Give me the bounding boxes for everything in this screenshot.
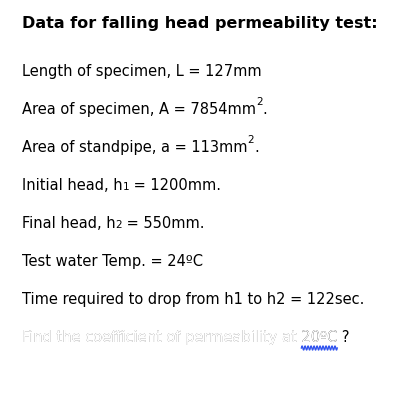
Text: = 550mm.: = 550mm.: [122, 216, 205, 231]
Text: Data for falling head permeability test:: Data for falling head permeability test:: [22, 16, 378, 31]
Text: 2: 2: [116, 220, 122, 230]
Text: Area of specimen, A = 7854mm: Area of specimen, A = 7854mm: [22, 102, 256, 117]
Text: 1: 1: [123, 182, 129, 192]
Text: Initial head, h: Initial head, h: [22, 178, 123, 193]
Text: .: .: [254, 140, 259, 155]
Text: Length of specimen, L = 127mm: Length of specimen, L = 127mm: [22, 64, 262, 79]
Text: Time required to drop from h1 to h2 = 122sec.: Time required to drop from h1 to h2 = 12…: [22, 292, 364, 307]
Text: 2: 2: [247, 135, 254, 145]
Text: Test water Temp. = 24ºC: Test water Temp. = 24ºC: [22, 254, 203, 269]
Text: Final head, h: Final head, h: [22, 216, 116, 231]
Text: = 1200mm.: = 1200mm.: [129, 178, 221, 193]
Text: .: .: [263, 102, 267, 117]
Text: Area of standpipe, a = 113mm: Area of standpipe, a = 113mm: [22, 140, 247, 155]
Text: 2: 2: [256, 97, 263, 107]
Text: Find the coefficient of permeability at: Find the coefficient of permeability at: [22, 330, 301, 345]
Text: Find the coefficient of permeability at 20ºC: Find the coefficient of permeability at …: [22, 330, 337, 345]
Text: Find the coefficient of permeability at 20ºC ?: Find the coefficient of permeability at …: [22, 330, 350, 345]
